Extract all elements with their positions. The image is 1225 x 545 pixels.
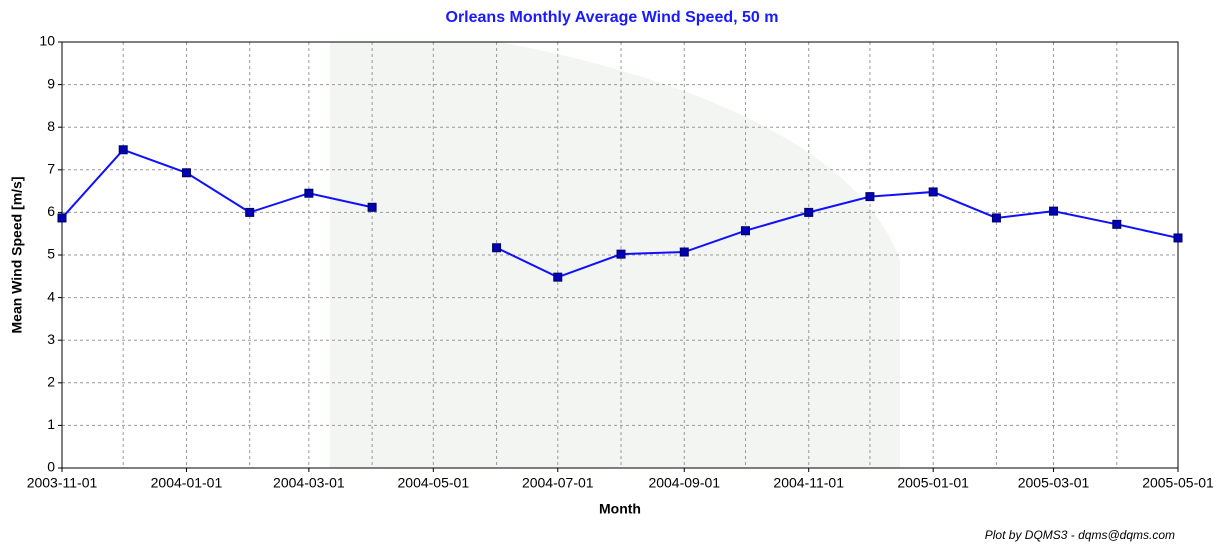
y-tick-label: 6	[47, 203, 55, 219]
data-point	[805, 208, 813, 216]
y-tick-label: 7	[47, 161, 55, 177]
x-tick-label: 2004-09-01	[648, 475, 720, 491]
data-point	[741, 227, 749, 235]
credit: Plot by DQMS3 - dqms@dqms.com	[985, 528, 1175, 542]
x-tick-label: 2005-03-01	[1018, 475, 1090, 491]
y-tick-label: 3	[47, 331, 55, 347]
x-tick-label: 2004-11-01	[773, 475, 844, 491]
data-point	[554, 273, 562, 281]
data-point	[246, 208, 254, 216]
data-point	[1174, 234, 1182, 242]
x-tick-label: 2005-01-01	[897, 475, 969, 491]
data-point	[929, 188, 937, 196]
y-tick-label: 4	[47, 288, 55, 304]
y-tick-label: 8	[47, 118, 55, 134]
y-axis-label: Mean Wind Speed [m/s]	[9, 176, 25, 333]
data-point	[1050, 207, 1058, 215]
data-point	[866, 193, 874, 201]
data-point	[992, 214, 1000, 222]
y-tick-label: 1	[47, 416, 55, 432]
y-tick-label: 0	[47, 459, 55, 475]
data-point	[1113, 220, 1121, 228]
y-tick-label: 10	[39, 33, 55, 49]
data-point	[119, 146, 127, 154]
chart: Orleans Monthly Average Wind Speed, 50 m…	[0, 0, 1225, 545]
data-point	[182, 169, 190, 177]
data-point	[617, 250, 625, 258]
data-point	[368, 203, 376, 211]
data-point	[493, 244, 501, 252]
x-tick-label: 2004-05-01	[398, 475, 470, 491]
x-tick-label: 2005-05-01	[1142, 475, 1214, 491]
data-point	[305, 189, 313, 197]
data-point	[680, 248, 688, 256]
y-tick-label: 5	[47, 246, 55, 262]
y-tick-label: 2	[47, 374, 55, 390]
x-tick-label: 2003-11-01	[27, 475, 98, 491]
y-tick-label: 9	[47, 75, 55, 91]
x-tick-label: 2004-03-01	[273, 475, 345, 491]
chart-title: Orleans Monthly Average Wind Speed, 50 m	[446, 9, 779, 26]
x-axis-label: Month	[599, 501, 641, 517]
x-tick-label: 2004-07-01	[522, 475, 594, 491]
data-point	[58, 214, 66, 222]
x-tick-label: 2004-01-01	[151, 475, 223, 491]
